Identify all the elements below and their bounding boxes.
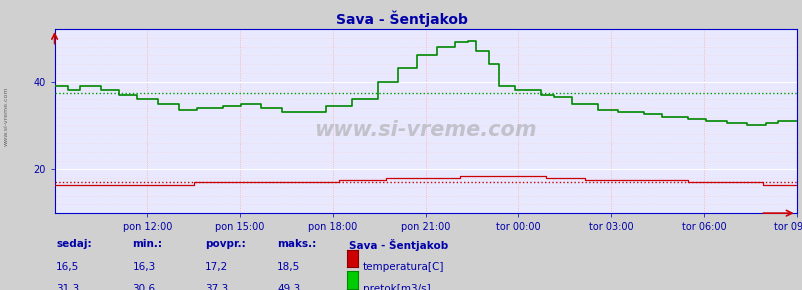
Text: min.:: min.: [132, 239, 162, 249]
Text: 17,2: 17,2 [205, 262, 228, 272]
Text: 18,5: 18,5 [277, 262, 300, 272]
Text: 16,3: 16,3 [132, 262, 156, 272]
Text: Sava - Šentjakob: Sava - Šentjakob [335, 10, 467, 27]
Text: povpr.:: povpr.: [205, 239, 245, 249]
Text: 30,6: 30,6 [132, 284, 156, 290]
Text: maks.:: maks.: [277, 239, 316, 249]
Text: pretok[m3/s]: pretok[m3/s] [363, 284, 430, 290]
Text: 49,3: 49,3 [277, 284, 300, 290]
Text: 31,3: 31,3 [56, 284, 79, 290]
Text: sedaj:: sedaj: [56, 239, 91, 249]
Text: 16,5: 16,5 [56, 262, 79, 272]
Text: www.si-vreme.com: www.si-vreme.com [4, 86, 9, 146]
Text: 37,3: 37,3 [205, 284, 228, 290]
Text: temperatura[C]: temperatura[C] [363, 262, 444, 272]
Text: Sava - Šentjakob: Sava - Šentjakob [349, 239, 448, 251]
Text: www.si-vreme.com: www.si-vreme.com [314, 120, 537, 140]
